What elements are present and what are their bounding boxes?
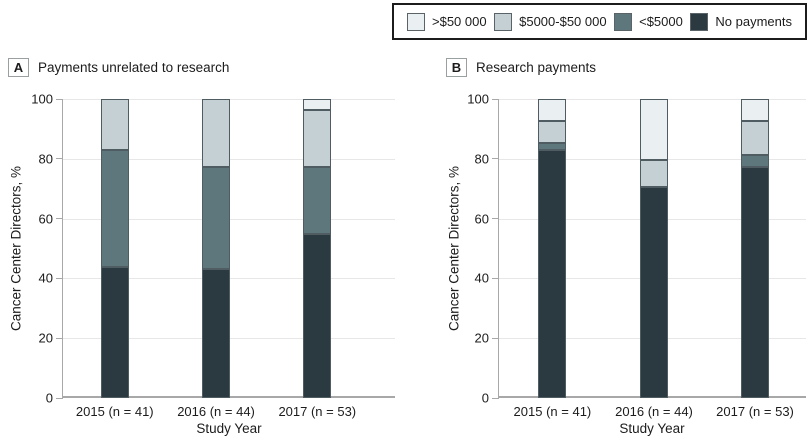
bar-segment <box>202 99 231 167</box>
legend-swatch <box>407 12 425 31</box>
stacked-bar <box>100 99 129 398</box>
stacked-bar <box>303 99 332 398</box>
bar-segment <box>100 99 129 151</box>
y-tick <box>492 277 499 279</box>
y-tick-label: 60 <box>474 211 489 227</box>
bar-segment <box>538 121 567 143</box>
legend-label: No payments <box>715 14 792 29</box>
y-tick-label: 80 <box>474 151 489 167</box>
y-tick-label: 20 <box>474 330 489 346</box>
stacked-bar <box>202 99 231 398</box>
y-tick <box>492 218 499 220</box>
bar-segment <box>303 110 332 167</box>
y-tick-label: 100 <box>31 91 53 107</box>
legend-swatch <box>494 12 513 31</box>
bar-segment <box>538 150 567 398</box>
y-tick <box>56 397 63 399</box>
legend-swatch <box>690 12 709 31</box>
bar-segment <box>741 99 770 122</box>
y-axis-title: Cancer Center Directors, % <box>446 165 462 332</box>
bar-segment <box>202 166 231 269</box>
bar-segment <box>640 160 669 188</box>
x-tick-label: 2015 (n = 41) <box>513 404 592 419</box>
panel-a-title-text: Payments unrelated to research <box>38 60 230 75</box>
bar-segment <box>303 234 332 398</box>
bar-segment <box>741 166 770 398</box>
y-tick <box>492 98 499 100</box>
panel-a-title: A Payments unrelated to research <box>8 58 229 77</box>
x-tick-label: 2015 (n = 41) <box>75 404 154 419</box>
bar-segment <box>741 155 770 167</box>
legend-label: >$50 000 <box>432 14 487 29</box>
legend-swatch <box>614 12 633 31</box>
legend-item: $5000-$50 000 <box>494 12 607 31</box>
stacked-bar <box>741 99 770 398</box>
y-tick <box>56 158 63 160</box>
x-tick-label: 2017 (n = 53) <box>278 404 357 419</box>
legend-label: <$5000 <box>639 14 683 29</box>
bar-segment <box>538 99 567 122</box>
bar-segment <box>741 121 770 156</box>
y-tick-label: 0 <box>481 390 489 406</box>
bar-segment <box>100 266 129 398</box>
y-tick <box>492 397 499 399</box>
stacked-bar <box>538 99 567 398</box>
legend-item: >$50 000 <box>407 12 487 31</box>
panel-b-title: B Research payments <box>446 58 596 77</box>
y-tick-label: 80 <box>38 151 53 167</box>
y-axis-title: Cancer Center Directors, % <box>8 165 24 332</box>
bar-segment <box>202 268 231 398</box>
y-tick-label: 40 <box>474 270 489 286</box>
legend-label: $5000-$50 000 <box>519 14 607 29</box>
y-tick-label: 100 <box>467 91 489 107</box>
legend-item: No payments <box>690 12 792 31</box>
bar-segment <box>303 99 332 111</box>
x-tick-label: 2017 (n = 53) <box>716 404 794 419</box>
plot-area-a: 0 20 40 60 80 100 2015 (n = 41) 2016 (n = 44) 20… <box>31 92 395 419</box>
panel-b-title-text: Research payments <box>476 60 597 75</box>
x-axis-title: Study Year <box>196 421 262 436</box>
y-tick <box>56 98 63 100</box>
panel-a-letter: A <box>8 58 29 77</box>
y-tick-label: 0 <box>45 390 53 406</box>
y-tick <box>56 277 63 279</box>
stacked-bar <box>640 99 669 398</box>
bar-segment <box>100 150 129 267</box>
panel-b-letter: B <box>446 58 467 77</box>
y-tick-label: 40 <box>38 270 53 286</box>
y-tick <box>492 337 499 339</box>
bar-segment <box>640 187 669 398</box>
legend: >$50 000 $5000-$50 000 <$5000 No payments <box>392 3 807 40</box>
x-tick-label: 2016 (n = 44) <box>177 404 255 419</box>
y-tick <box>56 218 63 220</box>
bar-segment <box>303 166 332 235</box>
y-tick <box>56 337 63 339</box>
plot-area-b: 0 20 40 60 80 100 2015 (n = 41) 2016 (n = 44) 20… <box>467 92 806 419</box>
y-tick <box>492 158 499 160</box>
bar-segment <box>640 99 669 160</box>
legend-item: <$5000 <box>614 12 683 31</box>
y-tick-label: 60 <box>38 211 53 227</box>
x-axis-title: Study Year <box>619 421 685 436</box>
y-tick-label: 20 <box>38 330 53 346</box>
bar-segment <box>538 142 567 151</box>
x-tick-label: 2016 (n = 44) <box>615 404 693 419</box>
